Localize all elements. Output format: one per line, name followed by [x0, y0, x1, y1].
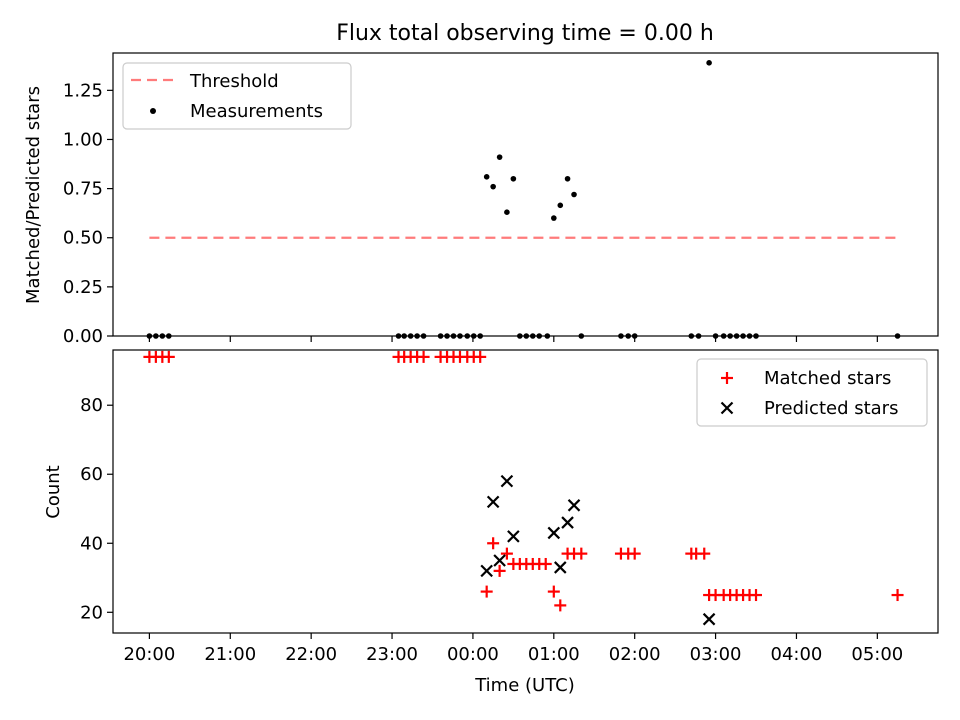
x-axis-label: Time (UTC): [474, 675, 575, 696]
top-y-tick-label: 0.50: [63, 228, 103, 249]
matched-star-point: [698, 547, 711, 560]
top-y-tick-label: 1.25: [63, 80, 103, 101]
predicted-star-point: [561, 516, 574, 529]
matched-star-point: [500, 547, 513, 560]
matched-star-point: [750, 589, 763, 602]
measurement-point: [571, 191, 577, 198]
predicted-star-point: [547, 526, 561, 540]
chart-title: Flux total observing time = 0.00 h: [336, 21, 714, 46]
measurement-point: [564, 175, 571, 182]
x-tick-label: 03:00: [690, 644, 742, 665]
x-tick-label: 05:00: [851, 644, 903, 665]
x-tick-label: 22:00: [285, 644, 337, 665]
bottom-y-tick-label: 60: [80, 464, 103, 485]
top-y-axis-label: Matched/Predicted stars: [23, 86, 44, 304]
x-tick-label: 21:00: [204, 644, 256, 665]
x-tick-label: 23:00: [366, 644, 418, 665]
matched-star-point: [493, 564, 506, 577]
legend-threshold-label: Threshold: [189, 71, 279, 92]
predicted-star-point: [486, 495, 500, 509]
x-tick-label: 20:00: [123, 644, 175, 665]
measurement-point: [504, 209, 510, 215]
top-axes-frame: [112, 52, 939, 337]
matched-star-point: [891, 589, 904, 602]
legend-measurements-swatch: [150, 108, 156, 114]
bottom-panel: 20 40 60 80 20:00 21:00 22:00 23:00 00:00 01:00 0…: [43, 349, 939, 696]
legend-predicted-marker: [720, 401, 734, 415]
matched-star-point: [575, 547, 588, 560]
matched-star-point: [628, 547, 641, 560]
matched-star-point: [474, 350, 487, 363]
bottom-y-tick-label: 20: [80, 602, 103, 623]
matched-star-point: [539, 557, 552, 570]
x-tick-label: 01:00: [528, 644, 580, 665]
bottom-legend-box: [696, 358, 928, 427]
bottom-axes-frame: [112, 349, 939, 634]
top-legend: Threshold Measurements: [122, 62, 352, 130]
top-y-tick-label: 0.25: [63, 277, 103, 298]
predicted-star-point: [702, 612, 716, 626]
matched-star-point: [554, 599, 567, 612]
legend-measurements-label: Measurements: [190, 101, 323, 122]
predicted-star-point: [500, 474, 514, 488]
top-y-tick-label: 1.00: [63, 129, 103, 150]
measurement-point: [490, 183, 496, 190]
legend-predicted-swatch: [720, 401, 734, 415]
legend-matched-label: Matched stars: [764, 368, 891, 389]
measurement-point: [496, 154, 503, 160]
measurement-point: [510, 175, 517, 182]
measurement-point: [706, 60, 712, 66]
predicted-star-point: [480, 564, 493, 578]
x-tick-label: 00:00: [447, 644, 499, 665]
matched-stars-points: [143, 350, 904, 612]
bottom-y-ticks: 20 40 60 80: [80, 395, 113, 623]
x-tick-label: 02:00: [609, 644, 661, 665]
top-legend-box: [122, 62, 352, 130]
predicted-star-point: [554, 561, 567, 574]
legend-predicted-label: Predicted stars: [764, 398, 898, 419]
predicted-stars-points: [480, 474, 716, 626]
legend-matched-swatch: [721, 372, 733, 384]
matched-star-point: [487, 537, 500, 550]
measurement-point: [551, 215, 557, 221]
top-y-tick-label: 0.00: [63, 326, 103, 347]
measurement-point: [483, 174, 490, 180]
measurement-point: [557, 202, 564, 209]
matched-star-point: [417, 350, 430, 363]
top-y-ticks: 0.00 0.25 0.50 0.75 1.00 1.25: [63, 80, 113, 347]
bottom-y-tick-label: 40: [80, 533, 103, 554]
x-tick-label: 04:00: [771, 644, 823, 665]
predicted-star-point: [493, 554, 506, 567]
predicted-star-point: [507, 530, 520, 543]
matched-star-point: [162, 350, 175, 363]
legend-matched-marker: [721, 372, 733, 384]
bottom-y-tick-label: 80: [80, 395, 103, 416]
bottom-y-axis-label: Count: [43, 465, 64, 518]
top-panel: 0.00 0.25 0.50 0.75 1.00 1.25 Matched/Predict…: [23, 52, 939, 347]
bottom-x-ticks: 20:00 21:00 22:00 23:00 00:00 01:00 02:00 03:00…: [123, 633, 903, 665]
matched-star-point: [480, 585, 493, 598]
bottom-legend: Matched stars Predicted stars: [696, 358, 928, 427]
top-y-tick-label: 0.75: [63, 179, 103, 200]
predicted-star-point: [567, 499, 581, 512]
matched-star-point: [547, 585, 560, 598]
